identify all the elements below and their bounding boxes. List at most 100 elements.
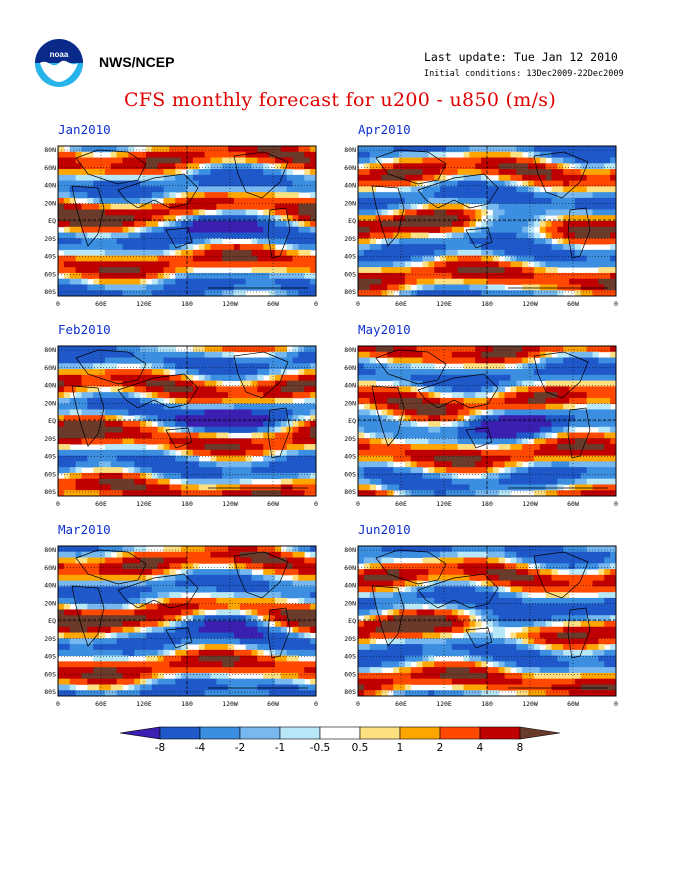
colorbar-segment <box>519 726 560 740</box>
lat-tick-label: EQ <box>48 217 56 225</box>
lon-tick-label: 120E <box>136 700 152 708</box>
noaa-logo-icon: noaa <box>35 39 83 87</box>
map-field <box>57 345 317 497</box>
lon-tick-label: 60E <box>95 700 107 708</box>
lon-tick-label: 60E <box>395 500 407 508</box>
colorbar-segment <box>120 726 161 740</box>
lat-tick-label: 20N <box>44 199 56 207</box>
panel-title: Jun2010 <box>358 522 411 537</box>
organization-label: NWS/NCEP <box>99 54 175 70</box>
lon-tick-label: 0 <box>314 700 318 708</box>
panel-may: May2010 80N 60N 40N 20N EQ 20S 40S 60S 80S 0 60E 12… <box>344 322 620 508</box>
lat-tick-label: 40N <box>344 182 356 190</box>
lon-tick-label: 60W <box>267 700 279 708</box>
lat-tick-label: 80N <box>344 546 356 554</box>
lon-tick-label: 60E <box>95 300 107 308</box>
lat-tick-label: 60S <box>44 670 56 678</box>
lat-tick-label: 60S <box>344 270 356 278</box>
lon-tick-label: 0 <box>314 500 318 508</box>
lat-tick-label: 20S <box>344 635 356 643</box>
lon-tick-label: 60W <box>267 500 279 508</box>
lat-tick-label: 20S <box>44 435 56 443</box>
map-field <box>57 545 317 697</box>
lat-tick-label: 40N <box>44 582 56 590</box>
lat-tick-label: 60N <box>44 564 56 572</box>
panel-title: Jan2010 <box>58 122 111 137</box>
colorbar-segment <box>359 726 401 740</box>
lat-tick-label: 20N <box>44 399 56 407</box>
colorbar-segment <box>159 726 201 740</box>
lat-tick-label: 80S <box>344 488 356 496</box>
panel-jun: Jun2010 80N 60N 40N 20N EQ 20S 40S 60S 80S 0 60E 12… <box>344 522 620 708</box>
lat-tick-label: 60S <box>44 470 56 478</box>
lon-tick-label: 60W <box>567 700 579 708</box>
panel-title: May2010 <box>358 322 411 337</box>
lat-tick-label: 20N <box>344 199 356 207</box>
lon-tick-label: 120W <box>222 500 238 508</box>
initial-conditions-text: Initial conditions: 13Dec2009-22Dec2009 <box>424 69 624 79</box>
panel-title: Mar2010 <box>58 522 111 537</box>
lat-tick-label: EQ <box>348 617 356 625</box>
panel-jan: Jan2010 80N 60N 40N 20N EQ 20S 40S 60S 80S 0 60E 12… <box>44 122 320 308</box>
lon-tick-label: 60E <box>95 500 107 508</box>
colorbar-label: -8 <box>155 742 165 754</box>
lat-tick-label: 40S <box>344 453 356 461</box>
lat-tick-label: 40N <box>44 382 56 390</box>
lon-tick-label: 120W <box>522 500 538 508</box>
lon-tick-label: 120E <box>436 700 452 708</box>
lon-tick-label: 120W <box>222 700 238 708</box>
lat-tick-label: 40N <box>344 382 356 390</box>
colorbar-label: 1 <box>397 742 404 754</box>
lon-tick-label: 0 <box>56 500 60 508</box>
lat-tick-label: 80S <box>44 688 56 696</box>
lon-tick-label: 60W <box>267 300 279 308</box>
lon-tick-label: 180 <box>181 700 193 708</box>
lon-tick-label: 60E <box>395 300 407 308</box>
colorbar-label: -1 <box>275 742 285 754</box>
lon-tick-label: 0 <box>56 700 60 708</box>
panel-title: Feb2010 <box>58 322 111 337</box>
lon-tick-label: 60W <box>567 500 579 508</box>
panel-apr: Apr2010 80N 60N 40N 20N EQ 20S 40S 60S 80S 0 60E 12… <box>344 122 620 308</box>
colorbar-label: 8 <box>517 742 524 754</box>
lat-tick-label: 40S <box>44 453 56 461</box>
lat-tick-label: 20S <box>344 435 356 443</box>
lat-tick-label: 80S <box>344 688 356 696</box>
colorbar-label: -4 <box>195 742 206 754</box>
colorbar-segment <box>279 726 321 740</box>
lon-tick-label: 0 <box>614 700 618 708</box>
colorbar-label: 0.5 <box>352 742 369 754</box>
page-title: CFS monthly forecast for u200 - u850 (m/… <box>123 89 557 111</box>
lon-tick-label: 180 <box>481 700 493 708</box>
colorbar-label: -0.5 <box>310 742 331 754</box>
lon-tick-label: 120W <box>522 300 538 308</box>
lat-tick-label: 80N <box>344 146 356 154</box>
lon-tick-label: 60W <box>567 300 579 308</box>
lat-tick-label: 80N <box>44 146 56 154</box>
lat-tick-label: 20S <box>44 235 56 243</box>
lon-tick-label: 180 <box>181 300 193 308</box>
lat-tick-label: EQ <box>348 217 356 225</box>
lon-tick-label: 120E <box>436 500 452 508</box>
colorbar-segment <box>319 726 361 740</box>
lat-tick-label: 40S <box>344 253 356 261</box>
lat-tick-label: 60N <box>44 164 56 172</box>
colorbar-segment <box>399 726 441 740</box>
lat-tick-label: 60N <box>344 564 356 572</box>
lat-tick-label: 40N <box>344 582 356 590</box>
colorbar-label: 2 <box>437 742 444 754</box>
lat-tick-label: 60S <box>44 270 56 278</box>
lon-tick-label: 0 <box>356 500 360 508</box>
lat-tick-label: 60N <box>344 164 356 172</box>
last-update-text: Last update: Tue Jan 12 2010 <box>424 50 618 64</box>
panel-mar: Mar2010 80N 60N 40N 20N EQ 20S 40S 60S 80S 0 60E 12… <box>44 522 320 708</box>
lon-tick-label: 0 <box>356 700 360 708</box>
lat-tick-label: EQ <box>348 417 356 425</box>
lat-tick-label: 80S <box>344 288 356 296</box>
lon-tick-label: 120E <box>436 300 452 308</box>
